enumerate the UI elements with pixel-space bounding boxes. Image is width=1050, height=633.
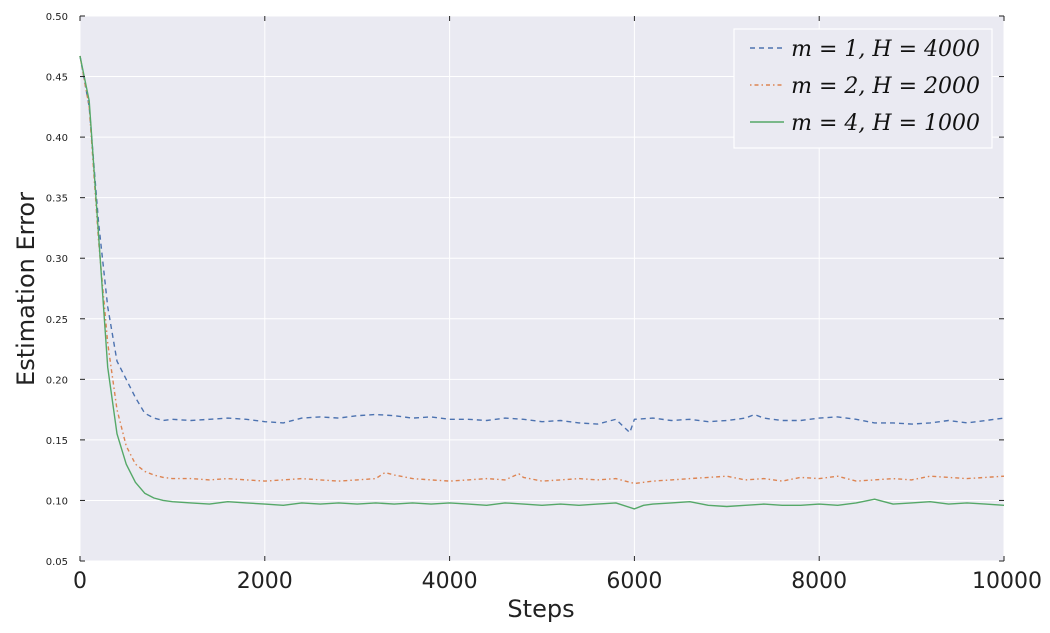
y-tick-label: 0.20: [46, 375, 68, 386]
x-axis-label: Steps: [507, 595, 574, 623]
series-line-1: [79, 55, 1005, 434]
x-tick-label: 0: [73, 569, 87, 594]
x-tick-label: 6000: [606, 569, 662, 594]
series-line-2: [79, 55, 1005, 485]
y-tick-label: 0.25: [46, 315, 68, 326]
grid: [79, 15, 1005, 562]
y-tick-label: 0.05: [46, 557, 68, 568]
legend-label: m = 2, H = 2000: [791, 74, 980, 99]
x-tick-label: 2000: [237, 569, 293, 594]
ticks: 0 2000 4000 6000 8000 10000 0.05 0.10 0.15 0.20 0.…: [46, 12, 1042, 594]
y-axis-label: Estimation Error: [12, 192, 40, 386]
series-line-3: [79, 55, 1005, 510]
legend-label: m = 1, H = 4000: [791, 37, 980, 62]
y-tick-label: 0.35: [46, 194, 68, 205]
y-tick-label: 0.45: [46, 73, 68, 84]
x-tick-label: 8000: [791, 569, 847, 594]
x-tick-label: 4000: [422, 569, 478, 594]
legend-label: m = 4, H = 1000: [791, 111, 980, 136]
x-tick-label: 10000: [972, 569, 1042, 594]
y-tick-label: 0.40: [46, 133, 68, 144]
y-tick-label: 0.50: [46, 12, 68, 23]
y-tick-label: 0.10: [46, 496, 68, 507]
y-tick-label: 0.15: [46, 436, 68, 447]
legend-box: [733, 28, 993, 149]
legend: m = 1, H = 4000 m = 2, H = 2000 m = 4, H =…: [733, 28, 993, 149]
y-tick-label: 0.30: [46, 254, 68, 265]
series-layer: [79, 55, 1005, 510]
